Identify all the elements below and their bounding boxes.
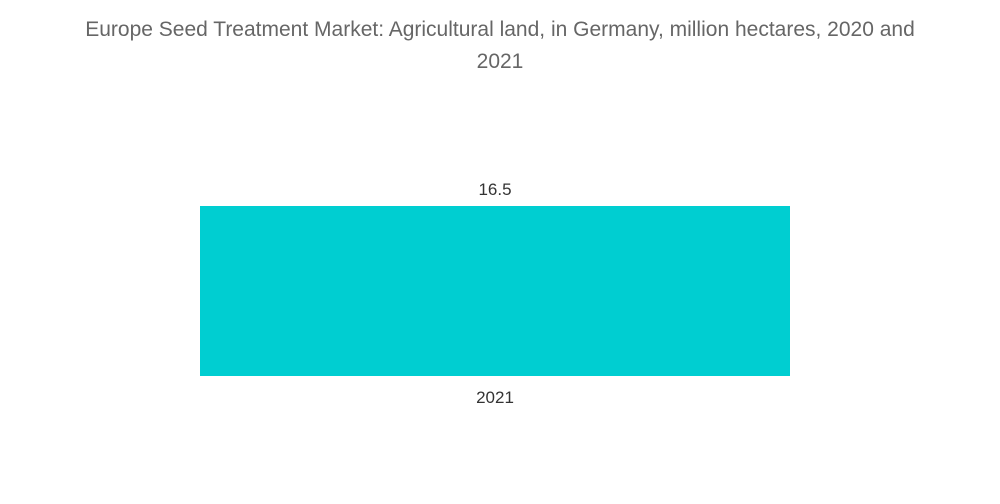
data-label-group: 16.5 — [478, 180, 511, 199]
bar-group — [200, 206, 790, 376]
chart-title-line-2: 2021 — [476, 50, 524, 73]
chart-title: Europe Seed Treatment Market: Agricultur… — [0, 14, 1000, 78]
x-axis-ticks: 2021 — [476, 388, 514, 407]
data-label-2021: 16.5 — [478, 180, 511, 199]
bar-2021 — [200, 206, 790, 376]
chart-title-line-1: Europe Seed Treatment Market: Agricultur… — [85, 18, 915, 41]
x-tick-label-2021: 2021 — [476, 388, 514, 407]
